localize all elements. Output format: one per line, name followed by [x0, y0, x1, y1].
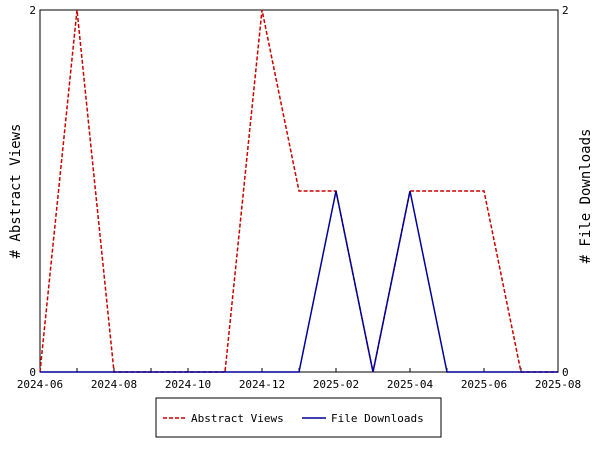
legend-box	[155, 397, 442, 438]
y-left-tick-label-2: 2	[29, 4, 36, 17]
y-axis-title-left: # Abstract Views	[8, 124, 24, 259]
series-group	[39, 9, 558, 373]
y-right-tick-label-2: 2	[562, 4, 569, 17]
y-axis-title-right: # File Downloads	[578, 129, 594, 264]
series-line-abstract-views	[39, 9, 558, 373]
x-tick-label-2025-02: 2025-02	[313, 378, 359, 391]
x-tick-label-2025-08: 2025-08	[535, 378, 581, 391]
tick-group: 2024-06 2024-08 2024-10 2024-12 2025-02 2025-…	[17, 4, 581, 391]
x-tick-label-2025-06: 2025-06	[461, 378, 507, 391]
y-left-tick-label-0: 0	[29, 366, 36, 379]
x-tick-label-2025-04: 2025-04	[387, 378, 434, 391]
legend-label-file-downloads: File Downloads	[331, 412, 424, 425]
x-tick-label-2024-06: 2024-06	[17, 378, 63, 391]
legend: Abstract Views File Downloads	[155, 397, 442, 438]
x-tick-label-2024-08: 2024-08	[91, 378, 137, 391]
series-line-file-downloads	[40, 190, 558, 373]
legend-label-abstract-views: Abstract Views	[191, 412, 284, 425]
x-tick-label-2024-10: 2024-10	[165, 378, 211, 391]
y-right-tick-label-0: 0	[562, 366, 569, 379]
x-tick-label-2024-12: 2024-12	[239, 378, 285, 391]
